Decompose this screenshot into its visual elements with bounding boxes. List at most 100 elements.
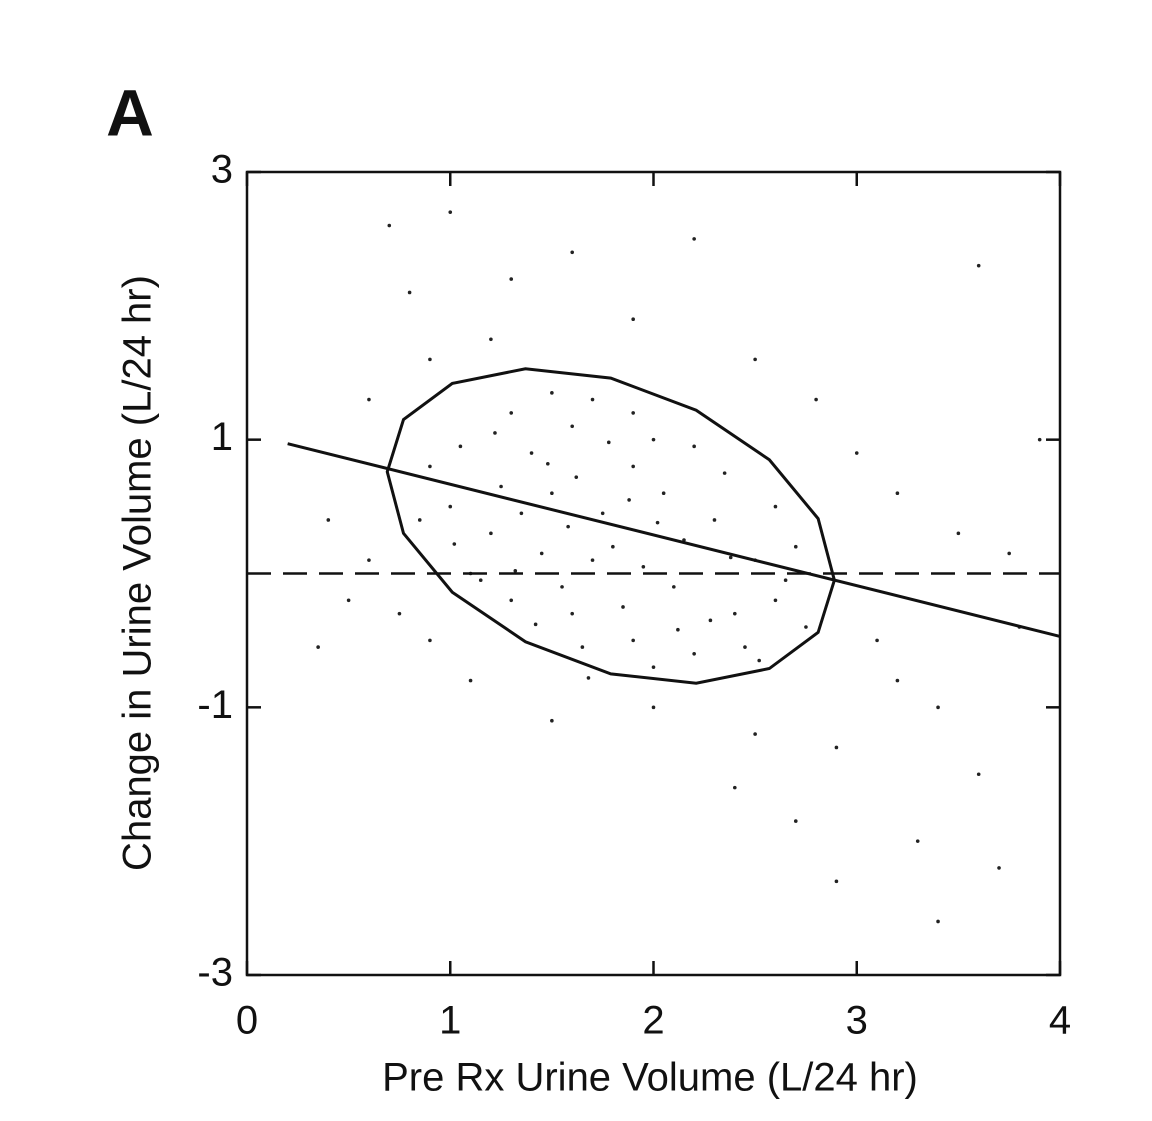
data-point [1007,551,1011,556]
data-point [570,424,574,429]
y-tick-label: 1 [211,415,233,459]
data-point [550,391,554,395]
data-point [509,277,514,281]
data-point [489,531,493,536]
x-tick-label: 0 [236,999,258,1043]
data-point [478,578,483,582]
data-point [728,555,733,560]
data-point [397,611,402,616]
data-point [566,524,570,529]
x-tick-label: 2 [642,999,664,1043]
data-point [448,210,453,214]
data-point [692,444,696,449]
data-point [489,337,493,342]
data-point [895,491,900,496]
data-point [733,785,737,790]
data-point [672,585,676,589]
fit-line [287,442,1061,638]
data-point [733,611,737,616]
data-point [651,665,656,669]
data-point [631,638,635,643]
data-point [997,866,1001,870]
data-point [407,290,412,295]
data-point [661,491,666,496]
data-point [631,464,635,469]
data-point [574,475,579,479]
data-point [560,585,564,589]
data-point [708,618,713,623]
data-point [655,520,660,525]
data-point [580,645,585,649]
data-point [895,678,900,683]
data-point [627,498,631,502]
data-point [692,652,696,656]
data-point [611,544,615,549]
data-point [550,718,554,723]
data-point [743,645,747,649]
data-point [590,558,595,562]
data-point [793,819,798,823]
data-point [651,705,656,710]
confidence-ellipse [385,367,836,685]
data-point [428,464,432,469]
x-tick-label: 3 [846,999,868,1043]
data-point [509,598,514,603]
data-point [834,879,839,884]
data-point [606,440,611,445]
data-point [546,461,550,466]
data-point [936,705,940,710]
data-point [753,732,757,736]
data-point [367,397,371,402]
y-axis-label: Change in Urine Volume (L/24 hr) [116,275,160,871]
data-point [915,839,920,843]
data-point [539,551,544,556]
data-point [854,451,859,455]
data-point [641,565,646,569]
data-point [936,919,940,924]
data-point [326,518,331,522]
data-point [367,558,371,562]
data-point [550,491,554,496]
data-point [783,578,788,582]
data-point [529,451,534,455]
data-point [753,357,757,362]
data-point [773,504,778,509]
data-point [956,531,961,536]
data-point [676,627,680,632]
data-point [976,263,981,268]
data-point [1037,437,1042,442]
data-point [428,638,432,643]
data-point [631,317,635,322]
y-tick-label: 3 [211,148,233,192]
data-point [513,569,518,573]
x-tick-label: 4 [1049,999,1071,1043]
data-point [468,678,473,683]
data-point [814,397,818,402]
data-point [692,237,696,241]
data-point [773,598,778,603]
data-point [834,745,839,750]
data-point [509,411,514,415]
data-point [428,357,432,362]
data-point [346,598,351,603]
data-point [651,437,656,442]
data-point [757,658,761,663]
data-point [976,772,981,777]
data-point [875,638,879,643]
data-point [621,605,625,609]
data-point [590,397,595,402]
y-tick-label: -3 [197,951,233,995]
data-point [499,484,503,489]
data-point [458,444,463,449]
y-tick-label: -1 [197,683,233,727]
data-point [448,504,453,509]
data-point [493,431,497,435]
data-point [600,511,605,516]
x-axis-label: Pre Rx Urine Volume (L/24 hr) [382,1056,918,1100]
data-point [570,250,574,255]
data-point [519,511,524,516]
data-point [452,542,457,546]
data-point [387,223,392,228]
